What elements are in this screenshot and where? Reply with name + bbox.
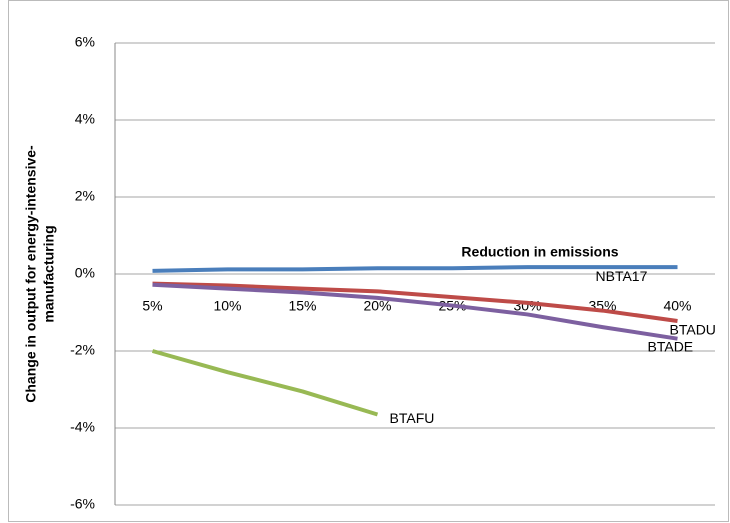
series-line <box>151 349 379 417</box>
x-axis-label: Reduction in emissions <box>461 244 618 260</box>
y-tick-label: 0% <box>75 265 95 281</box>
series-label: NBTA17 <box>596 268 648 284</box>
y-tick-label: -6% <box>70 496 95 512</box>
series-label: BTAFU <box>390 410 435 426</box>
y-axis-label: Change in output for energy-intensive- <box>23 145 39 403</box>
y-tick-label: 6% <box>75 34 95 50</box>
x-tick-label: 10% <box>213 298 241 314</box>
y-tick-label: 2% <box>75 188 95 204</box>
y-tick-label: 4% <box>75 111 95 127</box>
series-line <box>152 265 678 273</box>
x-tick-label: 40% <box>663 298 691 314</box>
x-tick-label: 15% <box>288 298 316 314</box>
series-line <box>152 282 678 341</box>
x-tick-label: 5% <box>142 298 162 314</box>
series-label: BTADE <box>648 338 694 354</box>
y-axis-label: manufacturing <box>41 225 57 322</box>
y-tick-label: -4% <box>70 419 95 435</box>
series-label: BTADU <box>670 322 716 338</box>
y-tick-label: -2% <box>70 342 95 358</box>
series-line <box>152 281 678 323</box>
x-tick-label: 20% <box>363 298 391 314</box>
chart-border <box>8 0 729 522</box>
